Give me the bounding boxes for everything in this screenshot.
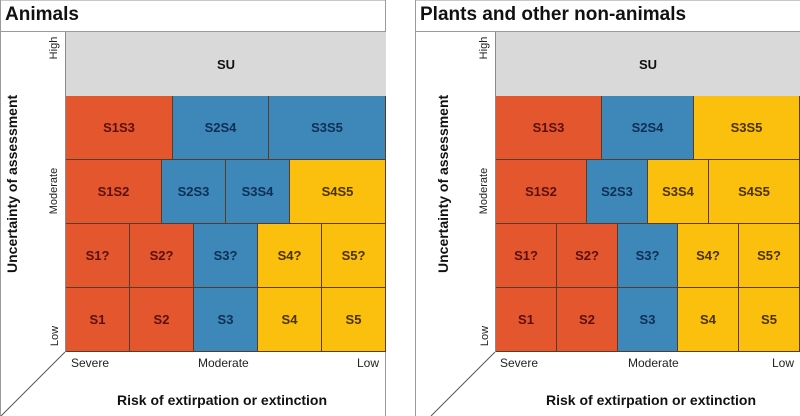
panel-animals: Animals Uncertainty of assessment High M…: [0, 0, 386, 416]
rank-label: S4?: [277, 248, 302, 263]
rank-label: S4S5: [738, 184, 770, 199]
rank-cell-s5: S5: [739, 288, 800, 352]
rank-label: S2: [579, 312, 595, 327]
rank-label: S3S5: [730, 120, 763, 135]
rank-cell-s2: S2: [557, 288, 618, 352]
rank-label: S2S3: [601, 184, 633, 199]
rank-label: S3: [639, 312, 656, 327]
rank-label: S5: [761, 312, 777, 327]
rank-cell-s4: S4: [678, 288, 739, 352]
rank-label: S3S4: [662, 184, 694, 199]
y-tick-moderate: Moderate: [48, 167, 60, 215]
y-tick-high: High: [478, 36, 490, 60]
corner-diagonal-line: [0, 351, 66, 416]
rank-label: S1?: [514, 248, 538, 263]
rank-label: S2?: [149, 248, 174, 263]
y-axis-title: Uncertainty of assessment: [435, 94, 451, 273]
rank-cell-s4: S4: [258, 288, 322, 352]
rank-cell-s3s4: S3S4: [648, 160, 709, 224]
rank-label: S1S3: [532, 120, 565, 135]
rank-label: S3S4: [241, 184, 274, 199]
rank-cell-s2s4: S2S4: [173, 96, 269, 160]
rank-cell-s3: S3: [194, 288, 258, 352]
rank-label: S5?: [341, 248, 366, 263]
rank-label: S3S5: [311, 120, 343, 135]
rank-cell-su: SU: [496, 32, 800, 96]
rank-label: S2: [153, 312, 170, 327]
panel-plants: Plants and other non-animals Uncertainty…: [415, 0, 800, 416]
y-tick-low: Low: [479, 325, 491, 347]
rank-cell-s1s3: S1S3: [66, 96, 173, 160]
x-tick-moderate: Moderate: [198, 356, 249, 370]
x-tick-severe: Severe: [71, 356, 110, 370]
rank-label: S3?: [635, 248, 660, 263]
rank-cell-s2q: S2?: [557, 224, 618, 288]
x-tick-low: Low: [772, 356, 795, 370]
rank-cell-s1: S1: [496, 288, 557, 352]
x-tick-severe: Severe: [500, 356, 539, 370]
x-tick-low: Low: [357, 356, 380, 370]
rank-label: S2S3: [177, 184, 210, 199]
rank-cell-s3: S3: [618, 288, 678, 352]
rank-grid: SU S1S3 S2S4 S3S5 S1S2 S2S3 S3S4 S4S5 S1? S2? S3? S…: [496, 32, 800, 352]
rank-cell-s1q: S1?: [496, 224, 557, 288]
rank-label: S5: [345, 312, 362, 327]
rank-grid: SU S1S3 S2S4 S3S5 S1S2 S2S3 S3S4 S4S5 S1? S2? S3? S…: [66, 32, 386, 352]
rank-cell-s5: S5: [322, 288, 386, 352]
rank-label: S5?: [757, 248, 781, 263]
rank-cell-s1: S1: [66, 288, 130, 352]
rank-label: S2?: [575, 248, 599, 263]
rank-label: S2S4: [631, 120, 664, 135]
rank-label: S2S4: [204, 120, 237, 135]
x-tick-moderate: Moderate: [628, 356, 679, 370]
rank-label: S4S5: [321, 184, 354, 199]
rank-label: S1: [518, 312, 534, 327]
rank-cell-s2s3: S2S3: [162, 160, 226, 224]
rank-cell-s2: S2: [130, 288, 194, 352]
rank-label: S1S2: [525, 184, 557, 199]
rank-label: S1: [89, 312, 106, 327]
rank-label: S1S3: [103, 120, 135, 135]
rank-label: S4?: [696, 248, 720, 263]
rank-cell-s1s2: S1S2: [496, 160, 587, 224]
rank-cell-s1q: S1?: [66, 224, 130, 288]
rank-cell-s3q: S3?: [194, 224, 258, 288]
panel-header: Animals: [1, 0, 385, 32]
rank-cell-s2s3: S2S3: [587, 160, 648, 224]
panel-header: Plants and other non-animals: [416, 0, 800, 32]
rank-label: S4: [281, 312, 298, 327]
rank-cell-s5q: S5?: [739, 224, 800, 288]
panel-title: Plants and other non-animals: [420, 4, 687, 25]
rank-cell-s5q: S5?: [322, 224, 386, 288]
x-axis-title: Risk of extirpation or extinction: [546, 392, 757, 408]
rank-label: SU: [638, 56, 658, 72]
rank-cell-s4s5: S4S5: [290, 160, 386, 224]
rank-cell-s1s3: S1S3: [496, 96, 602, 160]
rank-cell-s4q: S4?: [258, 224, 322, 288]
rank-cell-s3s5: S3S5: [269, 96, 386, 160]
x-axis-title: Risk of extirpation or extinction: [117, 392, 328, 408]
y-tick-low: Low: [49, 325, 61, 347]
y-tick-high: High: [48, 36, 60, 60]
y-tick-moderate: Moderate: [478, 167, 490, 215]
rank-cell-s2s4: S2S4: [602, 96, 694, 160]
rank-cell-s1s2: S1S2: [66, 160, 162, 224]
panel-title: Animals: [5, 4, 79, 25]
rank-cell-s4q: S4?: [678, 224, 739, 288]
y-axis-title: Uncertainty of assessment: [4, 94, 20, 273]
rank-label: S3?: [213, 248, 238, 263]
rank-cell-su: SU: [66, 32, 386, 96]
rank-cell-s3q: S3?: [618, 224, 678, 288]
rank-label: SU: [216, 56, 236, 72]
rank-label: S1S2: [97, 184, 130, 199]
rank-label: S4: [700, 312, 716, 327]
rank-cell-s4s5: S4S5: [709, 160, 800, 224]
rank-label: S1?: [85, 248, 110, 263]
corner-diagonal-line: [430, 351, 496, 416]
rank-cell-s2q: S2?: [130, 224, 194, 288]
rank-cell-s3s5: S3S5: [694, 96, 800, 160]
rank-label: S3: [217, 312, 234, 327]
rank-cell-s3s4: S3S4: [226, 160, 290, 224]
